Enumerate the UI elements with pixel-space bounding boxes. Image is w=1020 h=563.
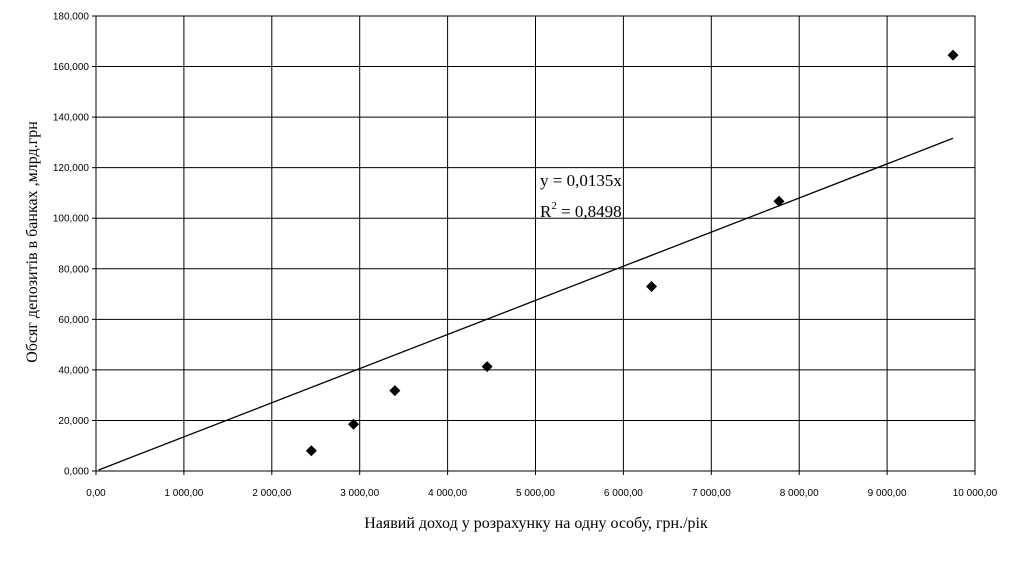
y-axis-tick-labels: 0,000 20,000 40,000 60,000 80,000 100,000 120,… <box>53 12 96 478</box>
y-tick-label: 40,000 <box>58 365 89 376</box>
y-tick-label: 60,000 <box>58 315 89 326</box>
y-axis-label: Обсяг депозитів в банках ,млрд.грн <box>24 121 41 363</box>
y-tick-label: 80,000 <box>58 264 89 275</box>
data-point-marker <box>646 280 658 292</box>
data-point-marker <box>305 445 317 457</box>
x-tick-label: 9 000,00 <box>868 488 907 499</box>
x-tick-label: 0,00 <box>86 488 106 499</box>
trendline-equation: y = 0,0135x <box>540 171 622 190</box>
x-tick-label: 8 000,00 <box>780 488 819 499</box>
x-tick-label: 4 000,00 <box>428 488 467 499</box>
x-tick-label: 1 000,00 <box>164 488 203 499</box>
data-point-marker <box>773 195 785 207</box>
r-squared-label: R2 = 0,8498 <box>540 200 622 221</box>
y-tick-label: 120,000 <box>53 163 90 174</box>
y-tick-label: 20,000 <box>58 416 89 427</box>
data-point-marker <box>947 49 959 61</box>
x-axis-label: Наявий доход у розрахунку на одну особу,… <box>364 515 708 532</box>
x-tick-label: 3 000,00 <box>340 488 379 499</box>
data-point-marker <box>481 361 493 373</box>
x-tick-label: 6 000,00 <box>604 488 643 499</box>
data-points <box>305 49 959 457</box>
y-tick-label: 100,000 <box>53 214 90 225</box>
x-tick-label: 5 000,00 <box>516 488 555 499</box>
gridlines <box>96 16 975 471</box>
x-tick-label: 2 000,00 <box>252 488 291 499</box>
x-axis-tick-labels: 0,00 1 000,00 2 000,00 3 000,00 4 000,00 5 00… <box>86 471 998 499</box>
trendline <box>98 137 954 471</box>
y-tick-label: 0,000 <box>64 467 89 478</box>
x-tick-label: 7 000,00 <box>692 488 731 499</box>
data-point-marker <box>389 385 401 397</box>
x-tick-label: 10 000,00 <box>953 488 998 499</box>
y-tick-label: 160,000 <box>53 62 90 73</box>
y-tick-label: 180,000 <box>53 12 90 23</box>
y-tick-label: 140,000 <box>53 113 90 124</box>
data-point-marker <box>348 418 360 430</box>
